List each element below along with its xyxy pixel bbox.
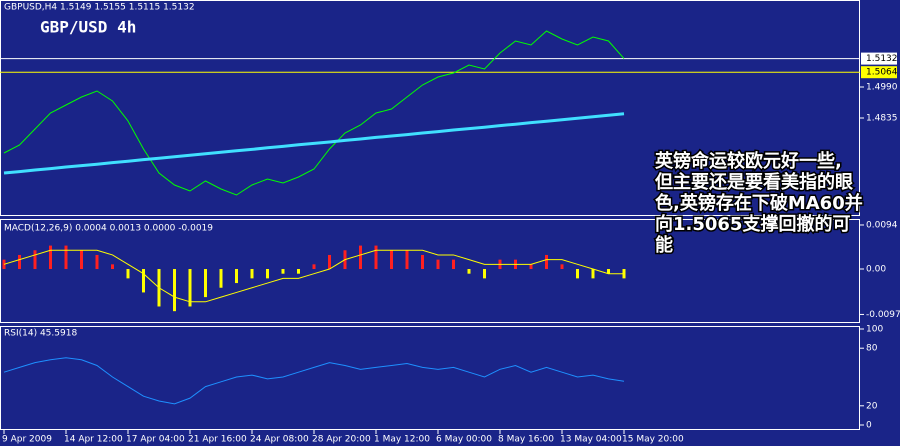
level-box (861, 66, 897, 79)
macd-bar (328, 254, 331, 270)
macd-panel (0, 219, 860, 323)
x-tick-label: 1 May 12:00 (374, 435, 430, 445)
y-tick-label: 100 (866, 325, 883, 335)
macd-bar (390, 250, 393, 270)
y-tick-label: -0.0097 (866, 310, 900, 320)
level-box (861, 52, 897, 65)
symbol-info: GBPUSD,H4 1.5149 1.5155 1.5115 1.5132 (4, 3, 195, 13)
macd-bar (359, 245, 362, 270)
macd-bar (312, 264, 316, 270)
macd-bar (607, 269, 610, 274)
series-line (3, 30, 625, 196)
x-tick-label: 24 Apr 08:00 (250, 435, 309, 445)
x-tick-label: 6 May 00:00 (436, 435, 492, 445)
macd-bar (576, 269, 579, 279)
macd-bar (111, 264, 114, 270)
macd-bar (95, 254, 99, 270)
x-tick-label: 8 May 16:00 (498, 435, 554, 445)
macd-bar (18, 254, 21, 270)
macd-bar (64, 245, 68, 270)
macd-bar (545, 254, 548, 270)
macd-bar (405, 250, 409, 270)
x-tick-label: 28 Apr 20:00 (312, 435, 371, 445)
x-tick-label: 17 Apr 04:00 (126, 435, 185, 445)
level-label: 1.5064 (866, 68, 898, 78)
annotation: 能 (655, 234, 673, 256)
annotation: 向1.5065支撑回撤的可 (655, 213, 850, 235)
y-tick-label: 0.0094 (866, 220, 898, 230)
macd-bar (421, 254, 424, 270)
macd-bar (126, 269, 130, 279)
annotation: 色,英镑存在下破MA60并 (655, 192, 863, 214)
level-label: 1.5132 (866, 54, 898, 64)
x-tick-label: 15 May 20:00 (622, 435, 684, 445)
series-line (3, 249, 624, 303)
macd-bar (374, 245, 378, 270)
macd-bar (250, 269, 254, 279)
x-tick-label: 14 Apr 12:00 (64, 435, 123, 445)
macd-bar (204, 269, 207, 298)
x-tick-label: 9 Apr 2009 (2, 435, 52, 445)
rsi-panel (0, 326, 860, 430)
y-tick-label: 0.00 (866, 265, 886, 275)
macd-bar (467, 269, 471, 274)
macd-bar (436, 259, 440, 270)
macd-bar (80, 250, 83, 270)
macd-bar (591, 269, 595, 279)
macd-title: MACD(12,26,9) 0.0004 0.0013 0.0000 -0.00… (4, 224, 213, 234)
annotation: 英镑命运较欧元好一些, (654, 150, 842, 172)
x-tick-label: 21 Apr 16:00 (188, 435, 247, 445)
chart-title: GBP/USD 4h (40, 18, 136, 37)
macd-bar (529, 264, 533, 270)
macd-bar (235, 269, 238, 284)
macd-bar (173, 269, 176, 312)
macd-bar (188, 269, 192, 307)
macd-bar (33, 250, 37, 270)
x-tick-label: 13 May 04:00 (560, 435, 622, 445)
y-tick-label: 1.4835 (866, 114, 898, 124)
y-tick-label: 20 (866, 401, 878, 411)
y-tick-label: 1.4990 (866, 83, 898, 93)
y-tick-label: 0 (866, 421, 872, 431)
macd-bar (281, 269, 285, 274)
macd-bar (219, 269, 223, 288)
rsi-title: RSI(14) 45.5918 (4, 329, 77, 339)
macd-bar (452, 259, 455, 270)
y-tick-label: 80 (866, 344, 878, 354)
macd-bar (266, 269, 269, 279)
macd-bar (483, 269, 486, 279)
panel-frames (0, 0, 860, 430)
annotation: 但主要还是要看美指的眼 (654, 171, 853, 193)
main-panel (0, 0, 860, 216)
macd-bar (49, 245, 52, 270)
macd-bar (560, 264, 564, 270)
series-line (3, 112, 625, 175)
macd-bar (142, 269, 145, 293)
macd-bar (297, 269, 300, 274)
series-line (3, 357, 625, 405)
